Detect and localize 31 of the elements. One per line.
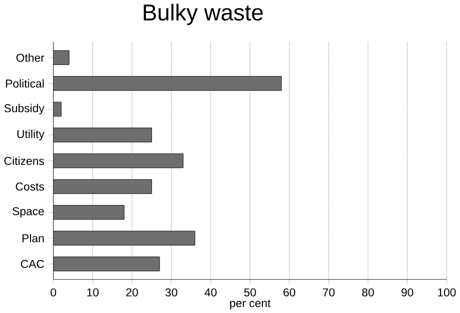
x-tick-label: 80 [362, 288, 374, 296]
x-tick-label: 90 [402, 288, 414, 296]
x-tick-label: 30 [165, 288, 178, 296]
x-tick-label: 70 [322, 288, 335, 296]
bar [53, 76, 282, 91]
y-tick-label: Citizens [4, 156, 44, 165]
chart-title: Bulky waste [144, 4, 263, 25]
x-tick-label: 40 [204, 288, 217, 296]
bar [53, 179, 152, 194]
y-tick-label: Plan [22, 234, 44, 242]
y-tick-label: Other [16, 53, 44, 62]
bar [53, 50, 70, 65]
bar [53, 153, 184, 168]
x-tick-label: 50 [244, 288, 256, 296]
bar [53, 128, 152, 142]
bar [53, 102, 62, 116]
bar [53, 230, 196, 246]
y-tick-label: CAC [20, 260, 44, 268]
y-tick-label: Space [12, 207, 44, 218]
y-tick-label: Political [6, 79, 44, 88]
y-tick-label: Utility [17, 130, 44, 140]
x-tick-label: 100 [438, 288, 456, 296]
x-tick-label: 10 [87, 288, 99, 296]
bar [53, 204, 124, 220]
y-tick-label: Subsidy [4, 104, 44, 114]
y-tick-label: Costs [16, 182, 44, 190]
x-axis-title: per cent [230, 300, 271, 310]
x-tick-label: 60 [284, 288, 296, 296]
bar [53, 256, 160, 272]
x-tick-label: 0 [50, 288, 56, 296]
x-tick-label: 20 [126, 288, 138, 296]
